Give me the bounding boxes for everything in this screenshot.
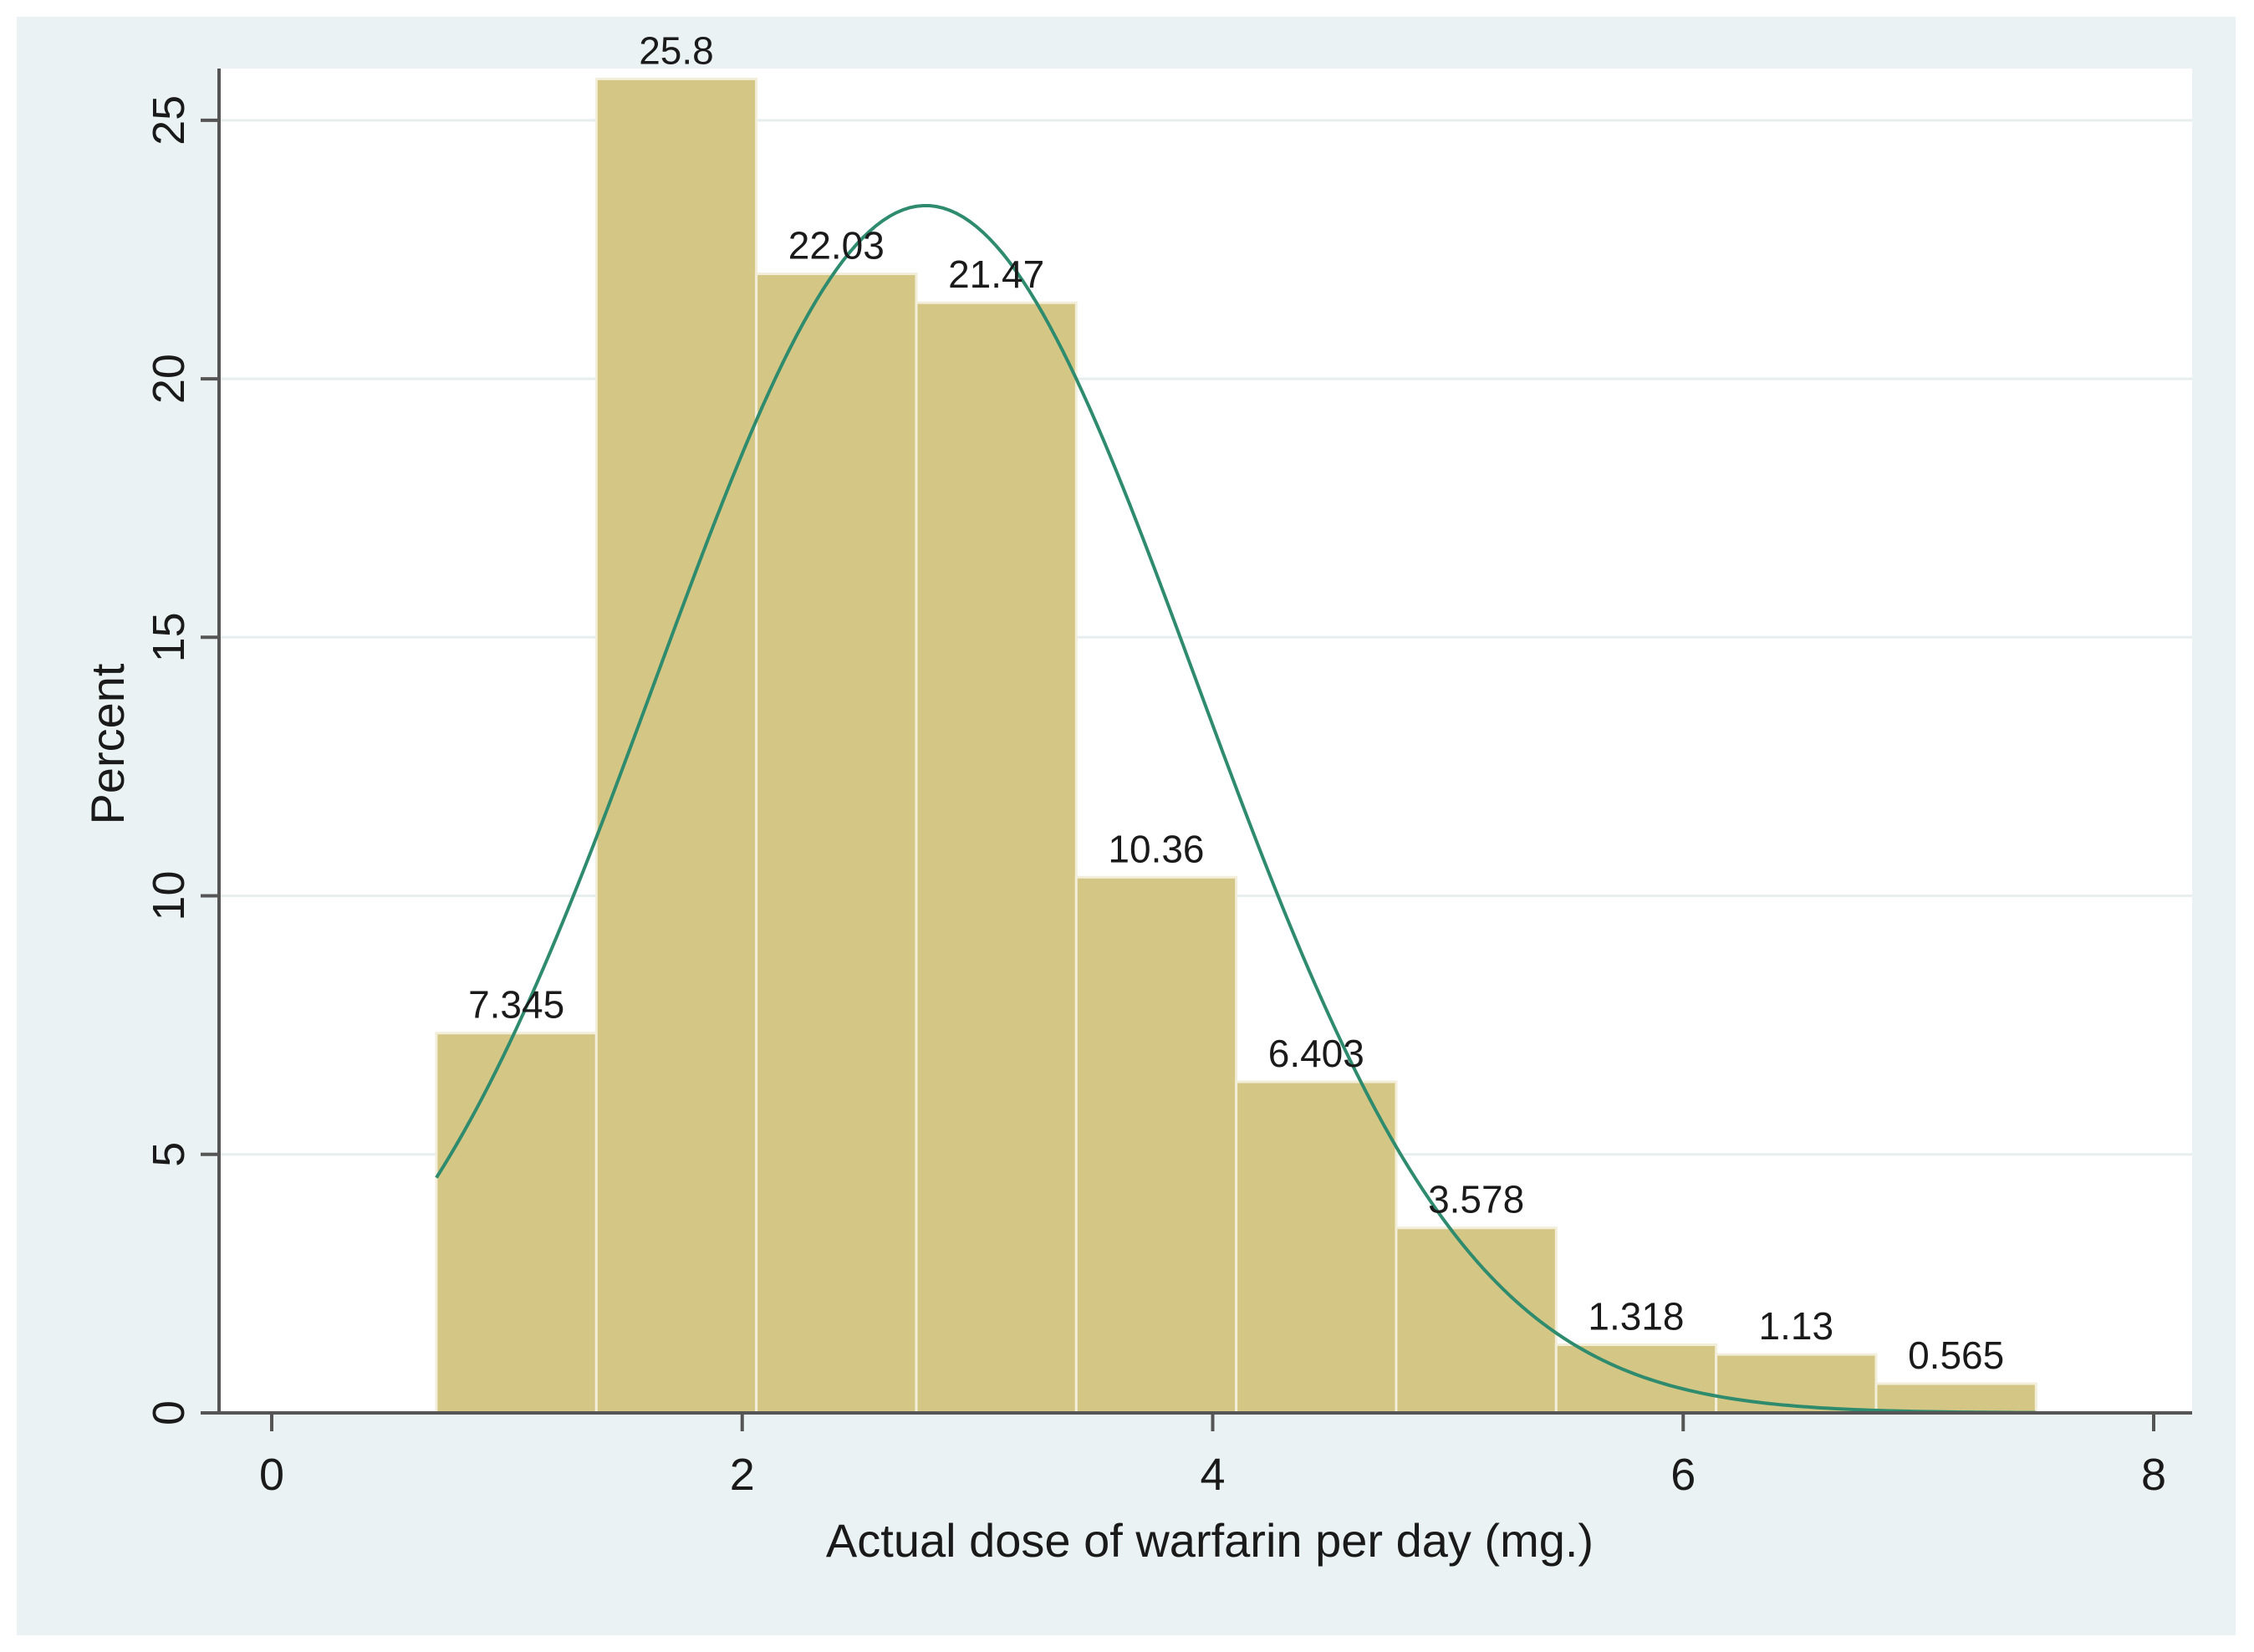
- bar-value-label-4: 21.47: [948, 252, 1044, 296]
- bar-value-label-2: 25.8: [639, 28, 714, 72]
- x-tick-label-4: 4: [1200, 1450, 1225, 1500]
- y-tick-label-20: 20: [144, 354, 194, 404]
- y-tick-label-10: 10: [144, 870, 194, 920]
- histogram-bar-7: [1395, 1226, 1558, 1415]
- normal-density-curve: [435, 203, 2037, 1415]
- bar-value-label-8: 1.318: [1588, 1294, 1684, 1338]
- histogram-bars: [435, 77, 2037, 1415]
- bar-value-labels: 7.345 25.8 22.03 21.47 10.36 6.403 3.578 1.318 1…: [468, 28, 2004, 1377]
- bar-value-label-3: 22.03: [788, 224, 885, 268]
- y-tick-label-15: 15: [144, 612, 194, 662]
- bar-value-label-7: 3.578: [1428, 1178, 1524, 1221]
- x-tick-label-6: 6: [1670, 1450, 1696, 1500]
- bar-value-label-9: 1.13: [1759, 1304, 1834, 1348]
- histogram-bar-10: [1874, 1382, 2037, 1415]
- histogram-bar-5: [1074, 875, 1238, 1415]
- histogram-bar-3: [755, 273, 918, 1415]
- x-axis-ticks: 0 2 4 6 8: [259, 1413, 2166, 1500]
- y-tick-label-0: 0: [144, 1400, 194, 1425]
- x-tick-label-8: 8: [2141, 1450, 2166, 1500]
- bar-value-label-6: 6.403: [1268, 1032, 1364, 1075]
- bar-value-label-10: 0.565: [1908, 1333, 2004, 1377]
- x-axis-title: Actual dose of warfarin per day (mg.): [826, 1514, 1594, 1567]
- histogram-bar-8: [1554, 1343, 1718, 1415]
- histogram-bar-9: [1715, 1353, 1878, 1415]
- bar-value-label-5: 10.36: [1108, 827, 1204, 870]
- histogram-bar-4: [915, 301, 1078, 1415]
- histogram-bar-1: [435, 1032, 598, 1415]
- histogram-bar-6: [1235, 1080, 1398, 1415]
- histogram-bar-2: [594, 77, 758, 1415]
- axes: [217, 69, 2192, 1415]
- x-tick-label-2: 2: [730, 1450, 755, 1500]
- y-axis-title: Percent: [81, 663, 134, 824]
- y-tick-label-25: 25: [144, 95, 194, 145]
- x-tick-label-0: 0: [259, 1450, 284, 1500]
- bar-value-label-1: 7.345: [468, 983, 564, 1027]
- y-axis-ticks: 0 5 10 15 20 25: [144, 95, 219, 1425]
- y-tick-label-5: 5: [144, 1142, 194, 1167]
